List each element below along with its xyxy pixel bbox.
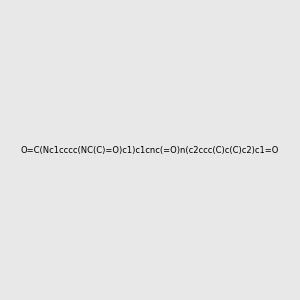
Text: O=C(Nc1cccc(NC(C)=O)c1)c1cnc(=O)n(c2ccc(C)c(C)c2)c1=O: O=C(Nc1cccc(NC(C)=O)c1)c1cnc(=O)n(c2ccc(… bbox=[21, 146, 279, 154]
